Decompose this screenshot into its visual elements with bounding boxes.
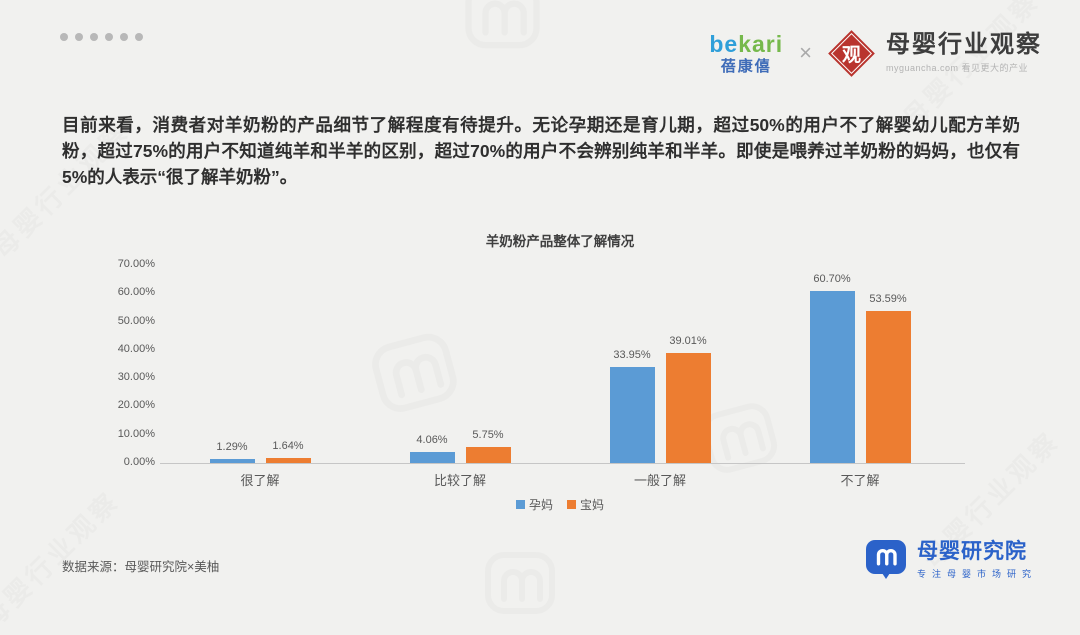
bar-孕妈-不了解[interactable]: 60.70% [809,273,855,463]
bekari-logo: bekari 蓓康僖 [709,30,784,75]
bar-宝妈-很了解[interactable]: 1.64% [265,440,311,463]
watermark-logo-icon [460,0,545,60]
bekari-be: be [709,30,739,57]
bar-group: 60.70% 53.59% [760,265,960,463]
guancha-logo: 观 母婴行业观察 myguancha.com 看见更大的产业 [827,29,1042,77]
legend-label: 宝妈 [580,498,605,512]
guancha-badge-icon: 观 [827,29,875,77]
bar-value-label: 53.59% [869,293,907,306]
footer-brand-text: 母婴研究院 专注母婴市场研究 [917,540,1037,580]
bar-group: 4.06% 5.75% [360,265,560,463]
research-institute-logo-icon [866,540,906,579]
footer-brand-subtitle: 专注母婴市场研究 [917,569,1038,580]
chart-title: 羊奶粉产品整体了解情况 [485,234,635,249]
watermark-logo-icon [480,545,560,625]
footer-brand: 母婴研究院 专注母婴市场研究 [866,540,1037,580]
category-label: 一般了解 [633,473,686,488]
y-tick-label: 60.00% [117,286,155,299]
y-tick-label: 10.00% [117,427,155,440]
bar-孕妈-比较了解[interactable]: 4.06% [409,434,455,463]
bar-孕妈-很了解[interactable]: 1.29% [209,441,255,463]
category-label: 比较了解 [433,473,486,488]
guancha-subtitle: myguancha.com 看见更大的产业 [886,62,1029,73]
guancha-logo-text: 母婴行业观察 myguancha.com 看见更大的产业 [886,32,1042,73]
bekari-kari: kari [738,30,784,57]
category-axis: 很了解 比较了解 一般了解 不了解 [160,470,960,489]
brand-separator: × [799,40,812,65]
bar-value-label: 60.70% [813,273,851,286]
category-label: 很了解 [240,473,280,488]
x-axis-line [160,463,965,464]
y-tick-label: 70.00% [117,258,155,270]
footer-brand-title: 母婴研究院 [917,540,1027,563]
guancha-badge-char: 观 [841,44,861,66]
bar-宝妈-比较了解[interactable]: 5.75% [465,429,511,463]
bar-宝妈-不了解[interactable]: 53.59% [865,293,911,463]
chart-legend: 孕妈 宝妈 [160,496,960,513]
header-brandbar: bekari 蓓康僖 × 观 母婴行业观察 myguancha.com 看见更大… [709,29,1042,77]
bar-value-label: 1.64% [272,440,304,453]
legend-item-孕妈[interactable]: 孕妈 [515,496,553,513]
bar-value-label: 33.95% [613,348,651,361]
legend-item-宝妈[interactable]: 宝妈 [567,496,604,513]
report-page: { "page": { "background": "#f1f1ef" }, "… [60,0,1042,580]
bar-宝妈-一般了解[interactable]: 39.01% [665,335,711,463]
legend-swatch-icon [567,500,576,509]
bar-value-label: 39.01% [669,334,707,347]
plot-groups: 1.29% 1.64% 4.06% 5.75% 33.95% 39.01% 60.70% 53… [160,265,960,463]
bar-value-label: 4.06% [416,433,448,446]
bar-group: 33.95% 39.01% [560,265,760,463]
legend-label: 孕妈 [528,498,553,512]
data-source-note: 数据来源：母婴研究院×美柚 [62,560,220,574]
intro-paragraph: 目前来看，消费者对羊奶粉的产品细节了解程度有待提升。无论孕期还是育儿期，超过50… [62,115,1020,187]
y-tick-label: 30.00% [117,371,155,384]
y-tick-label: 0.00% [123,456,155,468]
bar-value-label: 1.29% [216,441,248,454]
bar-group: 1.29% 1.64% [160,265,360,463]
decorative-dots [60,33,143,41]
y-tick-label: 50.00% [117,314,155,327]
legend-swatch-icon [515,500,525,509]
y-tick-label: 40.00% [117,342,155,355]
y-tick-label: 20.00% [117,399,155,412]
bar-value-label: 5.75% [472,428,504,441]
bar-孕妈-一般了解[interactable]: 33.95% [609,349,655,463]
guancha-title: 母婴行业观察 [886,31,1042,59]
category-label: 不了解 [840,473,880,488]
bekari-logo-cn: 蓓康僖 [720,57,772,75]
bar-chart: 70.00% 60.00% 50.00% 40.00% 30.00% 20.00% 10.0… [100,248,980,512]
bekari-logo-en: bekari [709,30,784,57]
